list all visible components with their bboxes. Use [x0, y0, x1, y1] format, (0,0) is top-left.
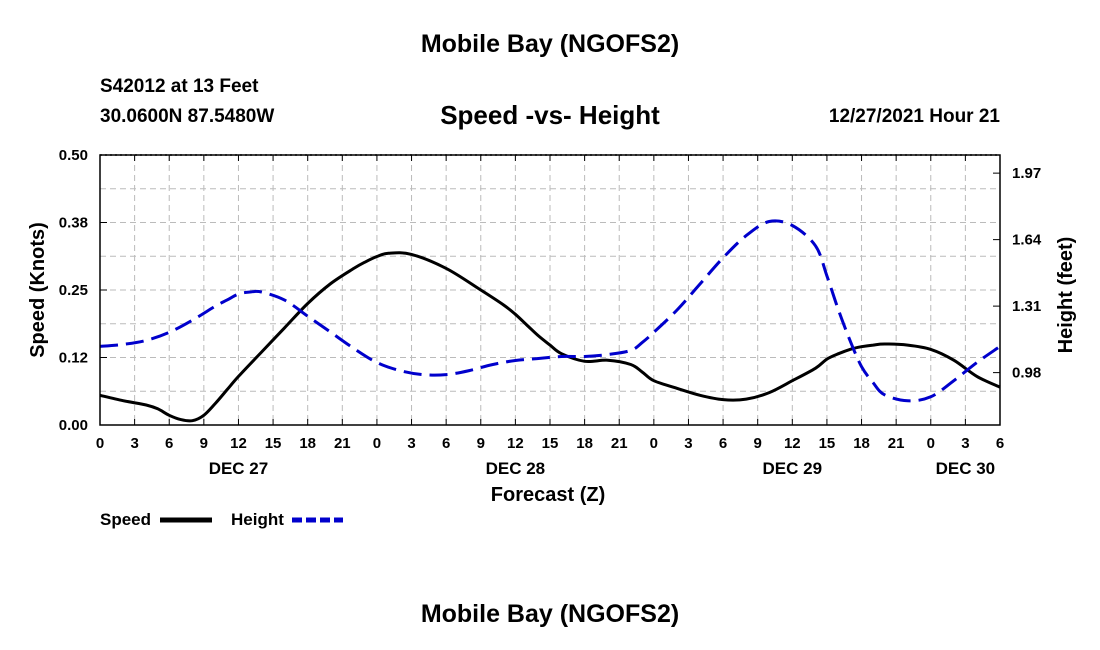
y2-tick-label: 1.31: [1012, 298, 1041, 315]
x-tick-label: 12: [230, 435, 247, 452]
series-line-speed: [99, 251, 1001, 423]
legend-height-label: Height: [231, 510, 284, 529]
y-tick-label: 0.38: [59, 215, 88, 232]
x-tick-label: 6: [442, 435, 450, 452]
x-tick-label: 12: [507, 435, 524, 452]
x-tick-label: 3: [130, 435, 138, 452]
x-tick-label: 9: [477, 435, 485, 452]
x-tick-label: 6: [165, 435, 173, 452]
x-tick-label: 21: [888, 435, 905, 452]
chart-title: Speed -vs- Height: [440, 100, 660, 130]
x-tick-label: 18: [853, 435, 870, 452]
x-tick-label: 6: [996, 435, 1004, 452]
x-tick-label: 15: [819, 435, 836, 452]
y-tick-label: 0.25: [59, 282, 88, 299]
station-label: S42012 at 13 Feet: [100, 76, 259, 97]
grid-layer: [100, 154, 1000, 425]
coords-label: 30.0600N 87.5480W: [100, 106, 275, 127]
x-tick-label: 0: [650, 435, 658, 452]
x-tick-label: 0: [373, 435, 381, 452]
x-axis-title: Forecast (Z): [491, 484, 605, 506]
x-tick-label: 21: [334, 435, 351, 452]
plot-frame: [99, 154, 1001, 426]
bottom-title: Mobile Bay (NGOFS2): [420, 600, 680, 628]
y-tick-label: 0.50: [59, 147, 88, 164]
x-tick-label: 15: [542, 435, 559, 452]
x-tick-label: 3: [961, 435, 969, 452]
x-tick-label: 3: [684, 435, 692, 452]
timestamp-label: 12/27/2021 Hour 21: [828, 106, 1000, 127]
x-tick-label: 12: [784, 435, 801, 452]
x-tick-label: 0: [927, 435, 935, 452]
x-tick-label: 9: [754, 435, 762, 452]
ticks-layer: 0 3 6 9 12 15 18 21 0 3 6 9 12 15 18 21 0 3 6 9 12 15 18 21 0 3 6 0…: [59, 147, 1042, 478]
x-tick-label: 3: [407, 435, 415, 452]
legend: Speed Height: [100, 510, 343, 529]
date-label: DEC 28: [486, 459, 546, 478]
x-tick-label: 21: [611, 435, 628, 452]
x-tick-label: 0: [96, 435, 104, 452]
date-label: DEC 27: [209, 459, 269, 478]
x-tick-label: 6: [719, 435, 727, 452]
series-line-height: [99, 219, 1001, 403]
main-title: Mobile Bay (NGOFS2): [420, 30, 680, 58]
x-tick-label: 18: [299, 435, 316, 452]
date-label: DEC 29: [763, 459, 823, 478]
x-tick-label: 18: [576, 435, 593, 452]
y2-axis-title: Height (feet): [1055, 237, 1077, 354]
y2-tick-label: 0.98: [1012, 365, 1041, 382]
series-layer: [99, 219, 1001, 423]
y-tick-label: 0.00: [59, 417, 88, 434]
x-tick-label: 15: [265, 435, 282, 452]
legend-speed-label: Speed: [100, 510, 151, 529]
y2-tick-label: 1.64: [1012, 232, 1042, 249]
y-tick-label: 0.12: [59, 350, 88, 367]
date-label: DEC 30: [936, 459, 996, 478]
y2-tick-label: 1.97: [1012, 165, 1041, 182]
x-tick-label: 9: [200, 435, 208, 452]
y-axis-title: Speed (Knots): [27, 222, 49, 358]
